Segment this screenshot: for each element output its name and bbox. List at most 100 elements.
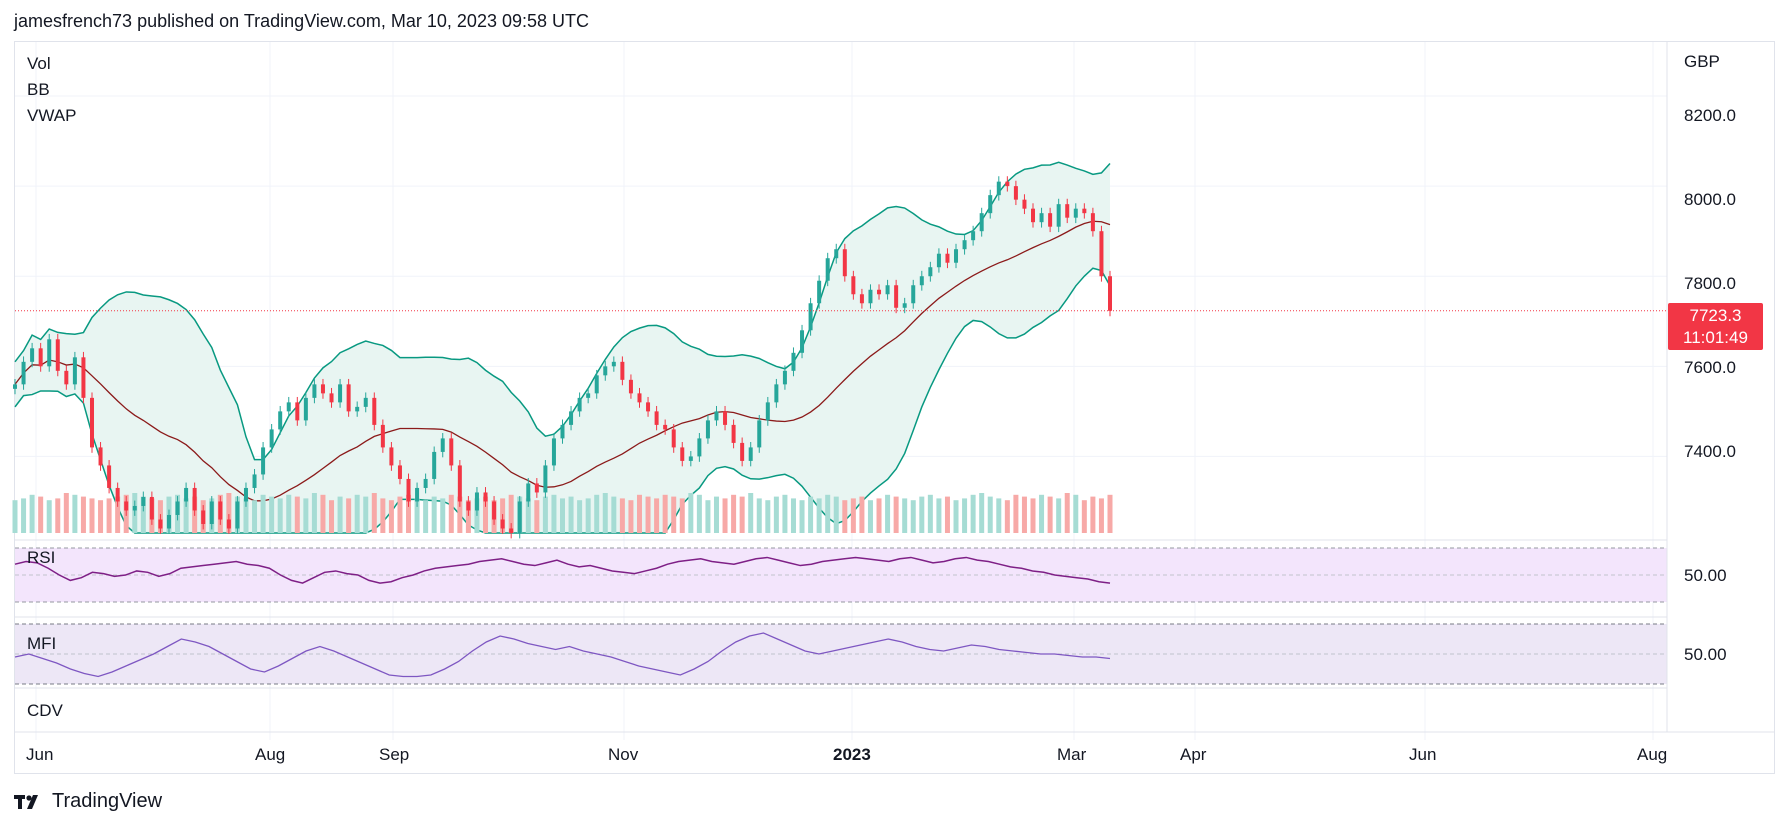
volume-bar (363, 496, 369, 533)
volume-bar (765, 500, 771, 533)
volume-bar (465, 500, 471, 533)
volume-bar (885, 494, 891, 533)
candle-body (611, 361, 616, 367)
volume-bar (962, 498, 968, 533)
candle-body (278, 411, 283, 430)
candle-body (440, 438, 445, 452)
volume-bar (833, 496, 839, 533)
volume-bar (996, 498, 1002, 533)
candle-body (1065, 204, 1070, 218)
candle-body (714, 411, 719, 421)
candle-body (782, 370, 787, 385)
volume-bar (397, 496, 403, 533)
volume-bar (346, 498, 352, 533)
candle-body (449, 438, 454, 466)
volume-bar (448, 494, 454, 533)
candle-body (1005, 181, 1010, 187)
volume-bar (457, 496, 463, 533)
candle-body (1013, 186, 1018, 200)
volume-bar (12, 500, 18, 533)
volume-bar (1056, 498, 1062, 533)
volume-bar (72, 494, 78, 533)
volume-bar (63, 493, 69, 533)
candle-body (415, 487, 420, 502)
volume-bar (654, 498, 660, 533)
candle-body (235, 501, 240, 529)
vwap-label[interactable]: VWAP (27, 106, 77, 125)
candle-body (962, 240, 967, 250)
mfi-line (14, 632, 1111, 678)
volume-bar (388, 500, 394, 533)
candle-body (894, 285, 899, 308)
candle-body (723, 411, 728, 425)
candle-body (500, 519, 505, 529)
price-tick-7800: 7800.0 (1684, 274, 1736, 293)
currency-label: GBP (1684, 52, 1720, 71)
volume-bar (919, 496, 925, 533)
mfi-label[interactable]: MFI (27, 634, 57, 653)
cdv-label[interactable]: CDV (27, 701, 63, 720)
volume-bar (80, 496, 86, 533)
rsi-tick-50: 50.00 (1684, 566, 1727, 585)
volume-bar (799, 500, 805, 533)
candle-body (329, 393, 334, 403)
candle-body (474, 492, 479, 511)
candle-body (303, 397, 308, 421)
candle-body (89, 397, 94, 448)
volume-bar (927, 494, 933, 533)
candle-body (243, 487, 248, 502)
candle-body (483, 492, 488, 502)
mfi-tick-50: 50.00 (1684, 645, 1727, 664)
volume-bar (380, 498, 386, 533)
volume-bar (1073, 494, 1079, 533)
price-tick-8000: 8000.0 (1684, 190, 1736, 209)
volume-bar (294, 496, 300, 533)
candle-body (936, 253, 941, 268)
volume-bar (1098, 498, 1104, 533)
last-price-tag: 7723.3 11:01:49 (1668, 303, 1763, 350)
candle-body (834, 249, 839, 259)
volume-bar (808, 496, 814, 533)
volume-bar (944, 496, 950, 533)
vwap-line (14, 220, 1111, 502)
candle-body (526, 483, 531, 502)
tradingview-logo-icon (14, 794, 38, 809)
candle-body (534, 483, 539, 493)
price-tick-7600: 7600.0 (1684, 358, 1736, 377)
volume-bar (713, 496, 719, 533)
volume-bar (1013, 494, 1019, 533)
candle-body (551, 438, 556, 466)
candle-body (269, 429, 274, 448)
candle-body (1073, 208, 1078, 218)
candle-body (680, 447, 685, 461)
candle-body (954, 249, 959, 263)
candle-body (928, 267, 933, 277)
candle-body (902, 303, 907, 308)
candle-body (543, 465, 548, 493)
candle-body (560, 424, 565, 439)
candle-body (919, 276, 924, 286)
rsi-label[interactable]: RSI (27, 548, 56, 567)
candle-body (1108, 276, 1112, 311)
rsi-line (14, 556, 1111, 584)
candle-body (757, 420, 762, 448)
chart-frame[interactable] (14, 41, 1775, 774)
bollinger-bands-label[interactable]: BB (27, 80, 50, 99)
footer: TradingView (14, 790, 162, 813)
volume-bar (902, 498, 908, 533)
volume-bar (46, 500, 52, 533)
candle-body (312, 384, 317, 398)
volume-bar (277, 498, 283, 533)
candle-body (338, 384, 343, 403)
volume-bar (816, 498, 822, 533)
candle-body (1039, 213, 1044, 223)
volume-bar (98, 500, 104, 533)
volume-bar (611, 496, 617, 533)
volume-indicator-label[interactable]: Vol (27, 54, 51, 73)
candle-body (774, 384, 779, 403)
volume-bar (1081, 500, 1087, 533)
last-price-value: 7723.3 (1689, 306, 1742, 325)
volume-bar (508, 494, 514, 533)
volume-bar (1021, 496, 1027, 533)
